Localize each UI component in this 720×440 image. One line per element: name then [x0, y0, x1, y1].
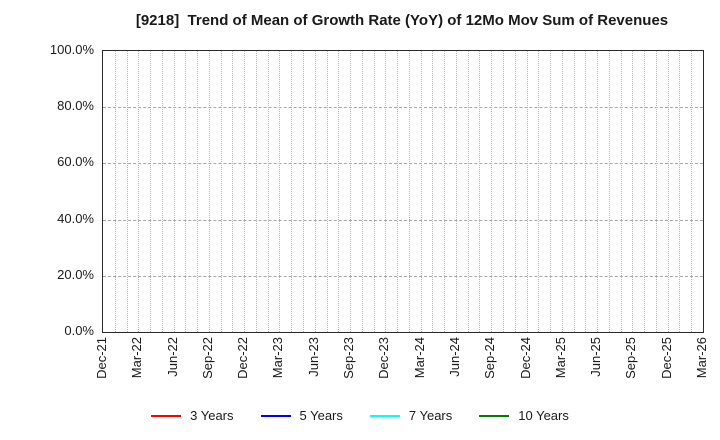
v-gridline: [644, 51, 646, 332]
v-gridline: [255, 51, 257, 332]
v-gridline: [303, 51, 304, 332]
legend-label: 3 Years: [190, 408, 234, 423]
x-tick-label: Mar-23: [270, 337, 286, 379]
h-gridline: [103, 163, 703, 165]
v-gridline: [350, 51, 352, 332]
legend-item: 10 Years: [479, 408, 569, 423]
v-gridline: [208, 51, 210, 332]
x-tick-label: Jun-24: [446, 337, 462, 377]
v-gridline: [526, 51, 528, 332]
v-gridline: [150, 51, 152, 332]
y-tick-label: 0.0%: [64, 323, 94, 338]
v-gridline: [573, 51, 575, 332]
v-gridline: [608, 51, 610, 332]
v-gridline: [467, 51, 469, 332]
v-gridline: [620, 51, 622, 332]
v-gridline: [385, 51, 387, 332]
legend: 3 Years 5 Years 7 Years 10 Years: [0, 408, 720, 423]
y-tick-label: 20.0%: [57, 266, 94, 282]
v-gridline: [173, 51, 175, 332]
legend-label: 7 Years: [408, 408, 453, 423]
v-gridline: [397, 51, 399, 332]
v-gridline: [314, 51, 316, 332]
plot-area: [102, 50, 704, 333]
v-gridline: [291, 51, 293, 332]
legend-item: 3 Years: [151, 408, 234, 423]
x-tick-label: Mar-25: [552, 337, 568, 379]
y-tick-label: 80.0%: [57, 98, 94, 114]
v-gridline: [503, 51, 504, 332]
v-gridline: [244, 51, 246, 332]
h-gridline: [103, 219, 703, 221]
legend-item: 7 Years: [369, 408, 453, 423]
y-tick-label: 100.0%: [49, 42, 94, 57]
x-tick-label: Sep-24: [482, 337, 498, 379]
x-tick-label: Sep-23: [341, 337, 357, 379]
v-gridline: [138, 51, 140, 332]
v-gridline: [338, 51, 340, 332]
x-tick-label: Dec-22: [235, 337, 251, 379]
h-gridline: [103, 107, 703, 109]
x-tick-label: Dec-23: [376, 337, 392, 379]
v-gridline: [667, 51, 669, 332]
v-gridline: [597, 51, 599, 332]
v-gridline: [585, 51, 587, 332]
v-gridline: [420, 51, 422, 332]
v-gridline: [197, 51, 199, 332]
legend-item: 5 Years: [260, 408, 343, 423]
v-gridline: [161, 51, 163, 332]
v-gridline: [655, 51, 657, 332]
x-tick-label: Dec-24: [517, 337, 533, 379]
x-tick-label: Mar-26: [694, 337, 709, 379]
v-gridline: [444, 51, 446, 332]
x-tick-label: Dec-25: [658, 337, 674, 379]
h-gridline: [103, 275, 703, 277]
x-tick-label: Mar-24: [411, 337, 427, 379]
v-gridline: [679, 51, 681, 332]
v-gridline: [691, 51, 693, 332]
legend-label: 10 Years: [518, 408, 569, 423]
v-gridline: [550, 51, 552, 332]
y-tick-label: 40.0%: [57, 210, 94, 226]
y-tick-label: 60.0%: [57, 154, 94, 170]
v-gridline: [279, 51, 281, 332]
chart-title: [9218] Trend of Mean of Growth Rate (YoY…: [135, 12, 669, 29]
v-gridline: [114, 51, 116, 332]
x-tick-label: Sep-22: [199, 337, 215, 379]
v-gridline: [232, 51, 234, 332]
legend-line-icon: [260, 414, 291, 417]
x-tick-label: Jun-23: [305, 337, 321, 377]
x-tick-label: Sep-25: [623, 337, 639, 379]
v-gridline: [455, 51, 457, 332]
v-gridline: [326, 51, 328, 332]
v-gridline: [220, 51, 222, 332]
v-gridline: [479, 51, 481, 332]
x-tick-label: Mar-22: [129, 337, 145, 379]
v-gridline: [514, 51, 516, 332]
x-tick-label: Jun-25: [588, 337, 604, 377]
v-gridline: [408, 51, 410, 332]
v-gridline: [126, 51, 128, 332]
legend-line-icon: [369, 414, 400, 417]
v-gridline: [538, 51, 540, 332]
v-gridline: [267, 51, 269, 332]
v-gridline: [185, 51, 187, 332]
legend-line-icon: [479, 414, 510, 417]
v-gridline: [361, 51, 363, 332]
v-gridline: [561, 51, 563, 332]
v-gridline: [373, 51, 375, 332]
x-tick-label: Jun-22: [164, 337, 180, 377]
v-gridline: [491, 51, 493, 332]
v-gridline: [632, 51, 634, 332]
v-gridline: [432, 51, 434, 332]
legend-label: 5 Years: [299, 408, 343, 423]
x-tick-label: Dec-21: [94, 337, 109, 379]
legend-line-icon: [151, 414, 182, 417]
